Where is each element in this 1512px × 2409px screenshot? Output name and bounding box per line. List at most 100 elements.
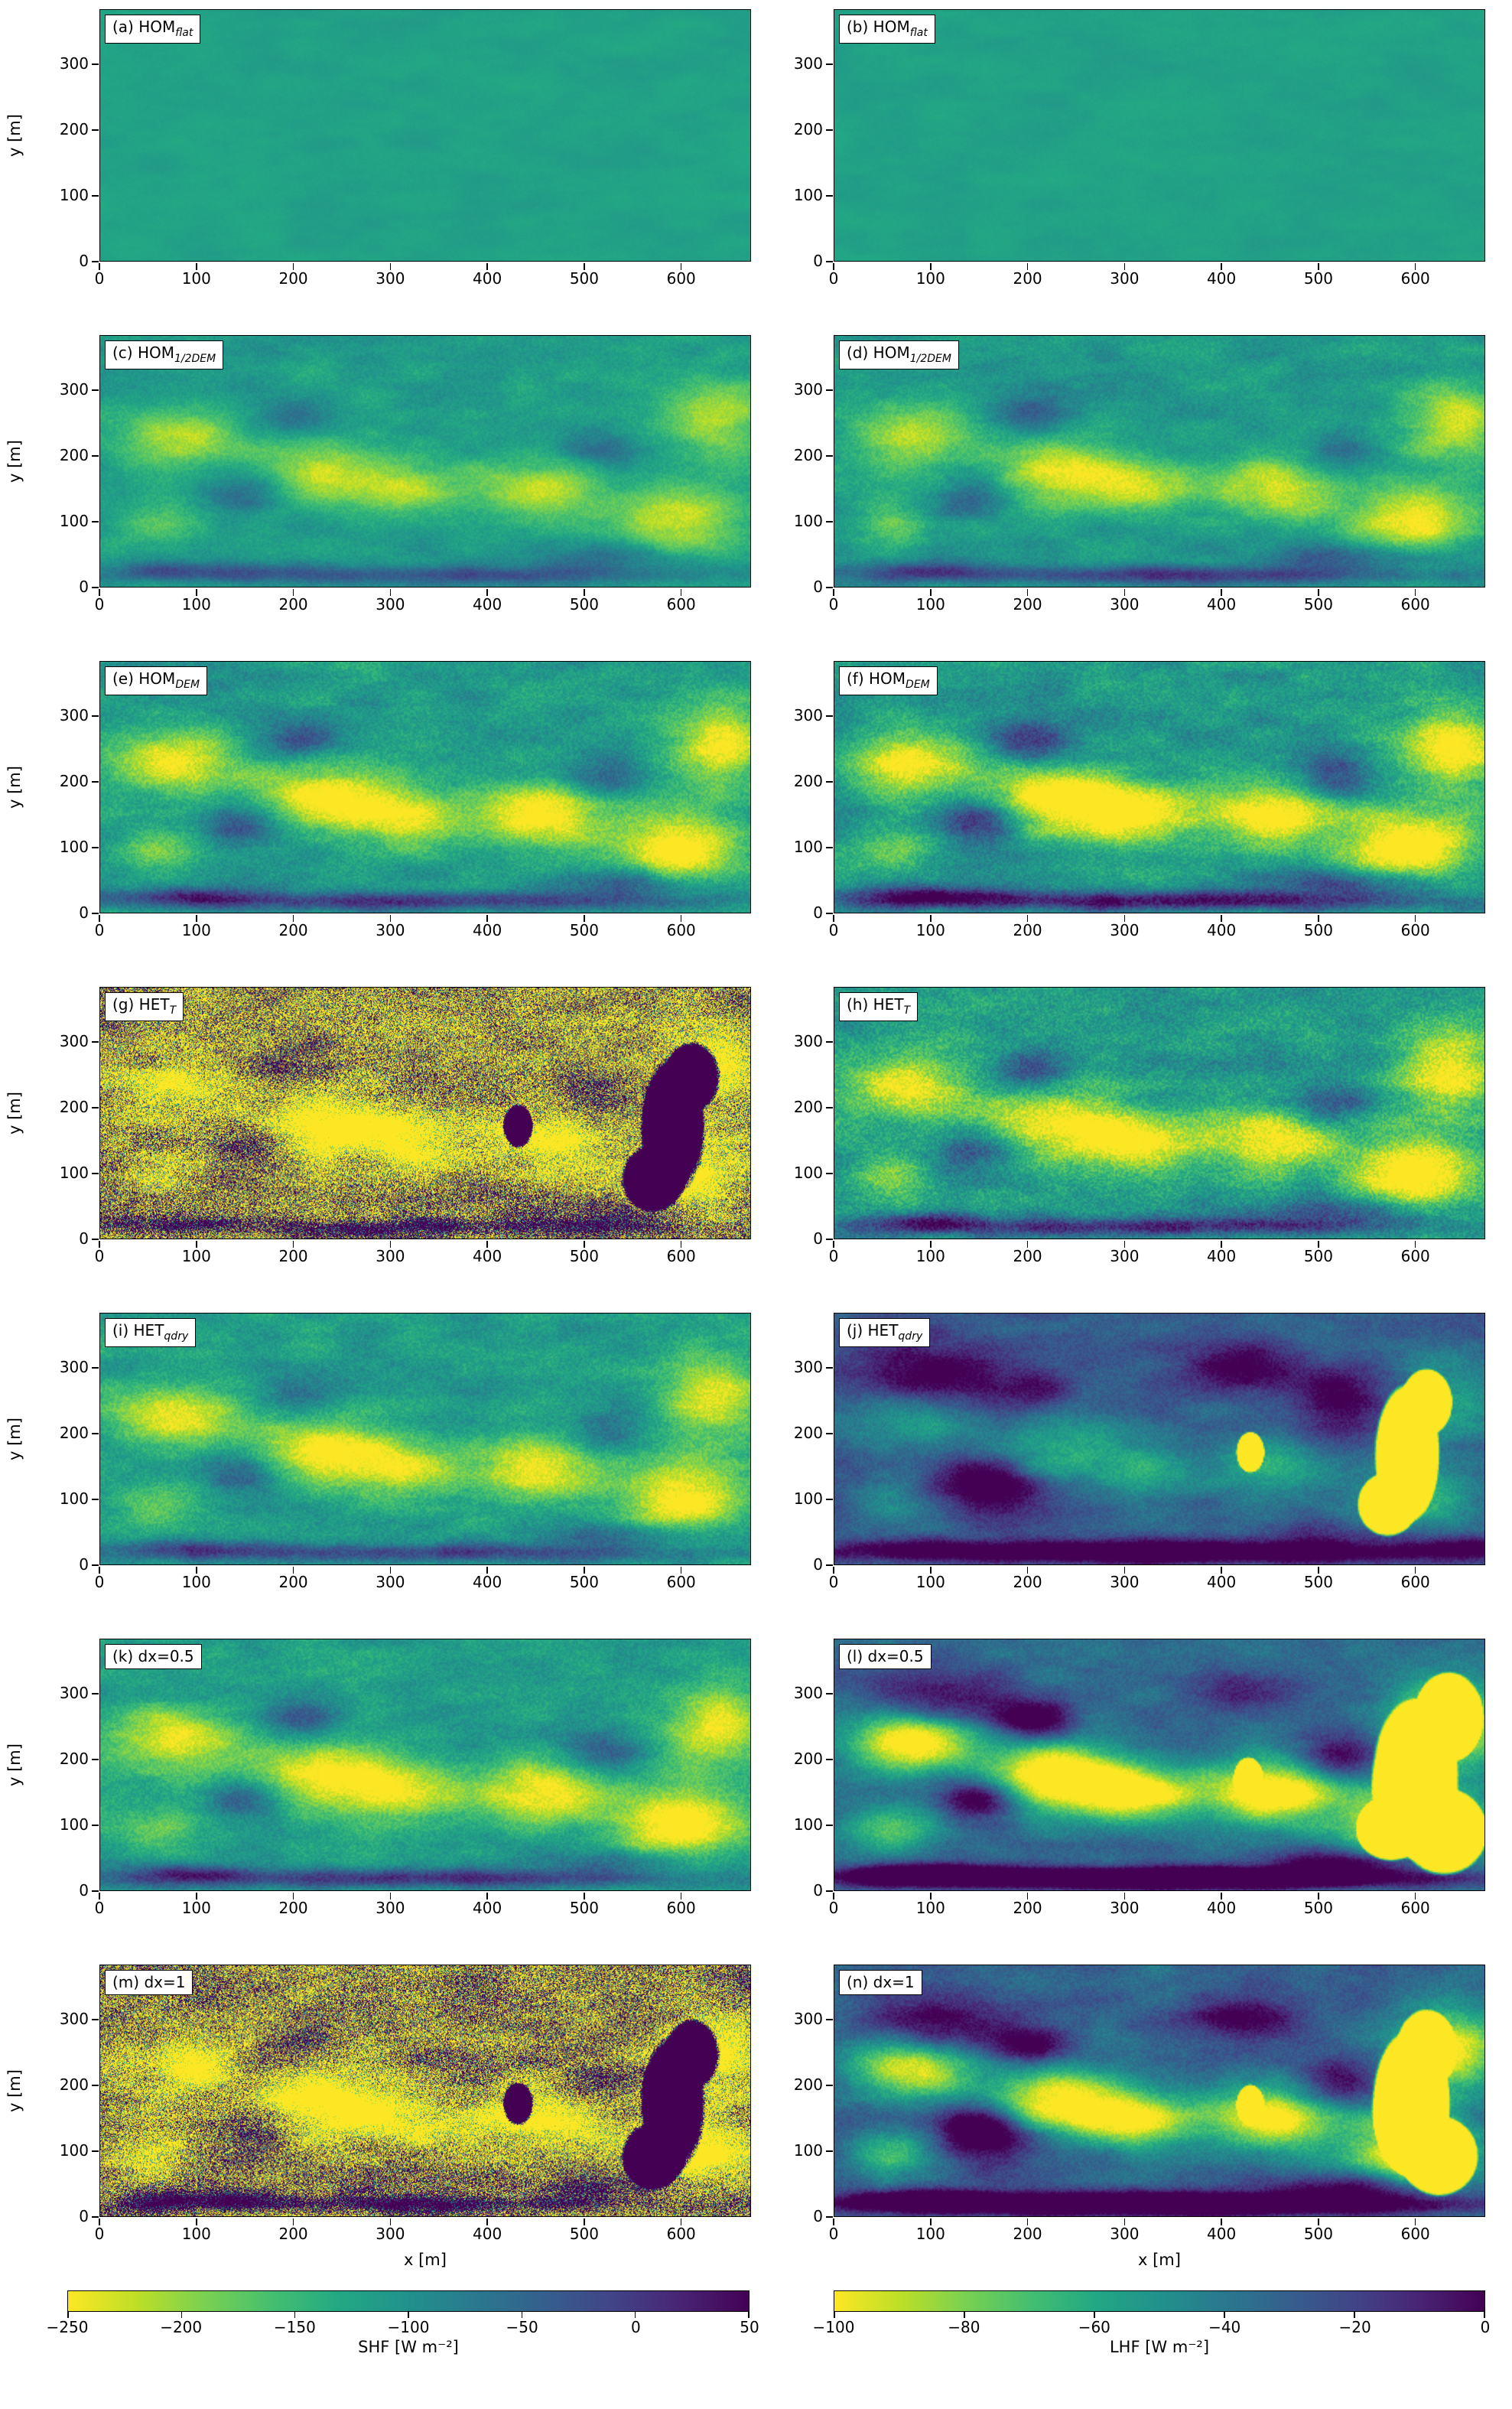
x-tick-mark (584, 588, 585, 596)
panel-f-plot: (f) HOMDEM (834, 661, 1485, 913)
x-tick-label: 600 (666, 595, 696, 614)
x-tick-label: 500 (1303, 269, 1334, 288)
x-tick-mark (833, 914, 834, 922)
x-tick-label: 600 (666, 1573, 696, 1591)
y-tick-mark (91, 2216, 99, 2218)
x-tick-label: 400 (1207, 921, 1237, 939)
y-tick-label: 100 (793, 1489, 823, 1509)
x-tick-mark (1414, 914, 1416, 922)
y-tick-mark (825, 1239, 833, 1240)
panel-n-plot: (n) dx=1 (834, 1965, 1485, 2217)
colorbars: −250 −200 −150 −100 −50 0 50 SHF [W m⁻²] −100−… (0, 2290, 1512, 2356)
x-tick-mark (1026, 588, 1029, 596)
panel-g: (g) HETT 0 100 200 300 400 500 600 0 100 200 300 y [… (5, 987, 751, 1265)
panel-b-label: (b) HOMflat (839, 15, 935, 44)
x-tick-label: 0 (94, 921, 105, 939)
y-tick-label: 200 (59, 446, 89, 465)
panel-j: (j) HETqdry 0 100 200 300 400 500 600 0 100 200 300 (794, 1313, 1485, 1591)
x-tick-label: 100 (915, 921, 945, 939)
y-tick-mark (91, 1890, 99, 1892)
y-tick-mark (91, 1107, 99, 1108)
panel-c-label-text: (c) HOM (112, 343, 174, 362)
colorbar-lhf: −100 −80 −60 −40 −20 0 LHF [W m⁻²] (813, 2290, 1490, 2356)
x-tick-label: 100 (181, 1247, 211, 1265)
y-axis-label: y [m] (5, 1743, 24, 1786)
y-tick-mark (825, 781, 833, 783)
y-tick-label: 300 (793, 1358, 823, 1377)
y-tick-mark (91, 1759, 99, 1760)
y-tick-mark (825, 2150, 833, 2152)
x-tick-label: 400 (1207, 1247, 1237, 1265)
panel-h-label-text: (h) HET (847, 995, 904, 1014)
y-tick-mark (91, 389, 99, 391)
y-tick-mark (91, 1041, 99, 1043)
x-tick-mark (680, 1892, 682, 1900)
y-axis-label: y [m] (5, 440, 24, 483)
panel-i-heatmap (100, 1314, 750, 1564)
colorbar-tick-mark (521, 2312, 523, 2318)
colorbar-tick-label: −60 (1078, 2318, 1110, 2336)
colorbar-tick-label: −80 (948, 2318, 980, 2336)
x-tick-label: 200 (278, 1899, 308, 1917)
x-tick-label: 500 (1303, 1899, 1334, 1917)
y-tick-label: 0 (79, 1555, 89, 1574)
x-tick-label: 400 (473, 1899, 502, 1917)
y-tick-label: 0 (79, 2207, 89, 2225)
y-tick-mark (825, 129, 833, 131)
y-tick-label: 100 (59, 512, 89, 531)
x-axis-label: x [m] (404, 2251, 447, 2269)
y-tick-mark (91, 2085, 99, 2086)
x-tick-label: 400 (1207, 2225, 1237, 2243)
panel-h: (h) HETT 0 100 200 300 400 500 600 0 100 200 300 (794, 987, 1485, 1265)
y-tick-label: 100 (793, 186, 823, 205)
y-tick-label: 0 (813, 578, 823, 596)
y-tick-label: 0 (79, 252, 89, 270)
x-tick-mark (584, 2218, 585, 2225)
panel-c-heatmap (100, 336, 750, 587)
x-tick-mark (930, 1240, 932, 1248)
x-tick-label: 600 (666, 2225, 696, 2243)
x-tick-label: 0 (94, 1899, 105, 1917)
y-tick-mark (91, 1499, 99, 1500)
panel-a: (a) HOMflat 0 100 200 300 400 500 600 0 100 200 300… (5, 9, 751, 288)
panel-rows: (a) HOMflat 0 100 200 300 400 500 600 0 100 200 300… (0, 9, 1512, 2269)
x-tick-mark (292, 1892, 294, 1900)
x-tick-label: 500 (569, 1899, 600, 1917)
x-tick-mark (1221, 914, 1222, 922)
x-tick-label: 0 (828, 1899, 839, 1917)
x-tick-mark (292, 1566, 294, 1574)
colorbar-tick-mark (634, 2312, 636, 2318)
colorbar-tick-label: −250 (46, 2318, 89, 2336)
y-tick-mark (825, 261, 833, 262)
panel-h-label: (h) HETT (839, 992, 919, 1021)
y-tick-label: 100 (59, 186, 89, 205)
panel-h-plot: (h) HETT (834, 987, 1485, 1239)
y-tick-label: 300 (59, 706, 89, 725)
x-tick-label: 200 (278, 595, 308, 614)
x-tick-mark (680, 914, 682, 922)
x-tick-label: 200 (278, 2225, 308, 2243)
panel-a-plot: (a) HOMflat (99, 9, 751, 262)
x-tick-mark (1318, 1240, 1319, 1248)
x-tick-label: 0 (94, 1247, 105, 1265)
panel-n-label: (n) dx=1 (839, 1970, 922, 1995)
y-tick-mark (91, 1433, 99, 1434)
panel-a-label-subscript: flat (175, 27, 193, 39)
panel-d-heatmap (834, 336, 1484, 587)
y-tick-mark (91, 195, 99, 197)
y-tick-label: 300 (59, 1032, 89, 1051)
panel-i-label-text: (i) HET (112, 1321, 164, 1340)
panel-a-heatmap (100, 10, 750, 261)
x-tick-label: 600 (666, 921, 696, 939)
y-tick-mark (91, 261, 99, 262)
x-tick-mark (196, 1892, 197, 1900)
y-tick-label: 100 (793, 512, 823, 531)
x-tick-mark (1123, 1240, 1126, 1248)
y-tick-mark (91, 521, 99, 522)
x-tick-label: 300 (1110, 2225, 1140, 2243)
x-tick-label: 200 (278, 921, 308, 939)
colorbar-tick-label: −100 (387, 2318, 430, 2336)
x-tick-mark (1026, 1566, 1029, 1574)
y-tick-mark (825, 1367, 833, 1369)
x-tick-mark (1414, 2218, 1416, 2225)
